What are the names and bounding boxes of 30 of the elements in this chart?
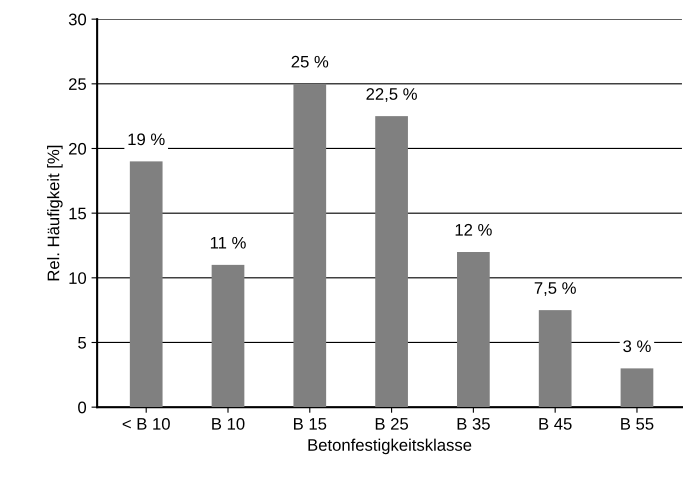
data-label: 22,5 % xyxy=(366,88,417,102)
y-axis-title: Rel. Häufigkeit [%] xyxy=(47,146,63,280)
x-tick-label: B 25 xyxy=(376,418,408,430)
data-label: 25 % xyxy=(292,56,328,68)
x-tick-label: B 55 xyxy=(621,418,654,430)
y-tick-label: 25 xyxy=(69,78,86,90)
y-tick-label: 5 xyxy=(78,337,86,349)
y-tick-label: 0 xyxy=(78,402,86,414)
bar xyxy=(293,84,326,408)
data-label: 12 % xyxy=(456,224,492,236)
y-tick-label: 15 xyxy=(69,208,86,220)
data-label: 7,5 % xyxy=(534,282,576,296)
data-label: 11 % xyxy=(210,236,246,249)
y-tick-label: 20 xyxy=(69,142,86,155)
data-label: 19 % xyxy=(128,133,165,146)
x-tick-label: < B 10 xyxy=(122,418,170,430)
bar xyxy=(457,252,490,408)
x-tick-label: B 10 xyxy=(212,418,244,430)
bar xyxy=(538,310,572,408)
bar xyxy=(130,161,163,408)
data-label: 3 % xyxy=(623,340,651,352)
bar xyxy=(212,264,244,408)
y-tick-label: 30 xyxy=(68,14,86,26)
x-tick-label: B 15 xyxy=(294,418,326,430)
y-tick-label: 10 xyxy=(69,272,86,284)
bar xyxy=(375,116,408,408)
x-tick-label: B 35 xyxy=(458,418,490,430)
x-tick-label: B 45 xyxy=(539,418,572,430)
x-axis-title: Betonfestigkeitsklasse xyxy=(308,438,472,454)
bar xyxy=(620,368,654,408)
